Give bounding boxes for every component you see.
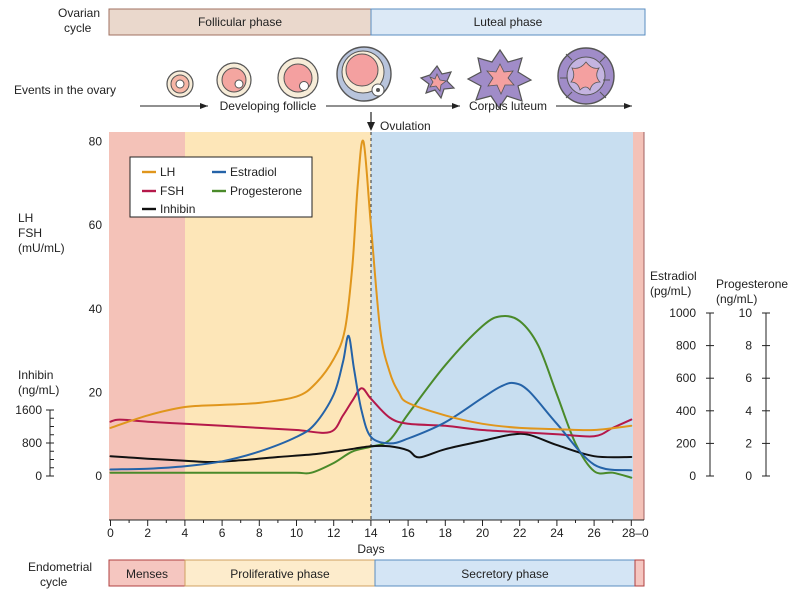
progesterone-axis-label-2: (ng/mL) <box>716 292 757 306</box>
ruptured-follicle-icon <box>419 64 456 100</box>
x-tick-label: 2 <box>144 526 151 540</box>
progesterone-tick-label: 10 <box>739 306 753 320</box>
legend-label-fsh: FSH <box>160 184 184 198</box>
legend-label-lh: LH <box>160 165 175 179</box>
estradiol-axis-ticks: 0 200 400 600 800 1000 <box>669 306 714 483</box>
ovarian-cycle-label-1: Ovarian <box>58 6 100 20</box>
legend: LH FSH Inhibin Estradiol Progesterone <box>142 165 302 216</box>
inhibin-tick-label: 1600 <box>15 403 42 417</box>
endometrial-cycle-label-1: Endometrial <box>28 560 92 574</box>
series-progesterone-line <box>109 314 633 479</box>
progesterone-tick-label: 4 <box>745 404 752 418</box>
events-arrowhead-2 <box>452 103 460 109</box>
x-axis-ticks: 0 2 4 6 8 10 12 14 16 18 20 22 24 26 28–0 <box>107 520 649 540</box>
corpus-luteum-label: Corpus luteum <box>469 99 547 113</box>
x-tick-label: 18 <box>439 526 453 540</box>
follicle-icon-1 <box>166 70 194 98</box>
x-tick-label: 26 <box>587 526 601 540</box>
ovarian-cycle-label-2: cycle <box>64 21 92 35</box>
estradiol-tick-label: 800 <box>676 339 696 353</box>
x-tick-label: 0 <box>107 526 114 540</box>
x-tick-label: 28–0 <box>622 526 649 540</box>
x-tick-label: 14 <box>364 526 378 540</box>
inhibin-tick-label: 0 <box>35 469 42 483</box>
x-tick-label: 12 <box>327 526 341 540</box>
progesterone-axis-ticks: 0 2 4 6 8 10 <box>739 306 770 483</box>
estradiol-axis-label-1: Estradiol <box>650 269 697 283</box>
events-label: Events in the ovary <box>14 83 116 97</box>
x-tick-label: 20 <box>476 526 490 540</box>
endometrial-cycle-label-2: cycle <box>40 575 68 589</box>
proliferative-phase-label: Proliferative phase <box>230 567 330 581</box>
lh-fsh-tick-label: 80 <box>89 135 103 149</box>
follicular-phase-label: Follicular phase <box>198 15 282 29</box>
progesterone-axis-label-1: Progesterone <box>716 277 788 291</box>
x-tick-label: 16 <box>401 526 415 540</box>
progesterone-tick-label: 8 <box>745 339 752 353</box>
follicle-icon-3 <box>277 57 319 99</box>
x-tick-label: 4 <box>182 526 189 540</box>
events-arrowhead-3 <box>624 103 632 109</box>
inhibin-axis-ticks: 0 800 1600 <box>15 403 54 483</box>
lh-fsh-tick-label: 0 <box>95 469 102 483</box>
progesterone-tick-label: 2 <box>745 436 752 450</box>
x-tick-label: 8 <box>256 526 263 540</box>
events-arrowhead-1 <box>200 103 208 109</box>
x-tick-label: 24 <box>550 526 564 540</box>
lh-fsh-axis-label-1: LH <box>18 211 33 225</box>
x-tick-label: 10 <box>290 526 304 540</box>
series-fsh-line <box>109 387 633 438</box>
progesterone-tick-label: 0 <box>745 469 752 483</box>
next-menses-box <box>634 559 645 587</box>
estradiol-tick-label: 200 <box>676 436 696 450</box>
estradiol-tick-label: 600 <box>676 371 696 385</box>
series-estradiol-line <box>109 334 633 472</box>
developing-follicle-label: Developing follicle <box>220 99 317 113</box>
progesterone-tick-label: 6 <box>745 371 752 385</box>
lh-fsh-tick-label: 20 <box>89 385 103 399</box>
menses-box <box>108 559 186 587</box>
legend-label-progesterone: Progesterone <box>230 184 302 198</box>
ovulation-label: Ovulation <box>380 119 431 133</box>
next-menses-band <box>633 132 644 520</box>
luteal-phase-box <box>370 8 646 36</box>
series-layer <box>109 139 633 479</box>
corpus-luteum-forming-icon <box>466 48 533 110</box>
ovulation-arrowhead <box>367 122 375 131</box>
inhibin-tick-label: 800 <box>22 436 42 450</box>
legend-label-inhibin: Inhibin <box>160 202 195 216</box>
inhibin-axis-label-2: (ng/mL) <box>18 383 59 397</box>
series-lh-line <box>109 139 633 432</box>
estradiol-axis-label-2: (pg/mL) <box>650 284 691 298</box>
x-axis-label: Days <box>357 542 384 556</box>
secretory-phase-label: Secretory phase <box>461 567 549 581</box>
follicular-phase-box <box>108 8 372 36</box>
follicle-icon-2 <box>216 62 252 98</box>
estradiol-tick-label: 400 <box>676 404 696 418</box>
lh-fsh-axis-label-3: (mU/mL) <box>18 241 65 255</box>
inhibin-axis-label-1: Inhibin <box>18 368 53 382</box>
x-tick-label: 6 <box>219 526 226 540</box>
series-inhibin-line <box>109 432 633 463</box>
legend-box <box>129 156 313 218</box>
menses-label: Menses <box>126 567 168 581</box>
lh-fsh-tick-label: 60 <box>89 218 103 232</box>
estradiol-tick-label: 0 <box>689 469 696 483</box>
secretory-phase-box <box>374 559 636 587</box>
corpus-luteum-icon <box>557 47 615 105</box>
x-tick-label: 22 <box>513 526 527 540</box>
luteal-band <box>371 132 633 520</box>
lh-fsh-tick-label: 40 <box>89 302 103 316</box>
legend-label-estradiol: Estradiol <box>230 165 277 179</box>
estradiol-tick-label: 1000 <box>669 306 696 320</box>
lh-fsh-axis-ticks: 0 20 40 60 80 <box>89 135 103 483</box>
lh-fsh-axis-label-2: FSH <box>18 226 42 240</box>
luteal-phase-label: Luteal phase <box>474 15 543 29</box>
mature-follicle-icon <box>336 46 392 102</box>
